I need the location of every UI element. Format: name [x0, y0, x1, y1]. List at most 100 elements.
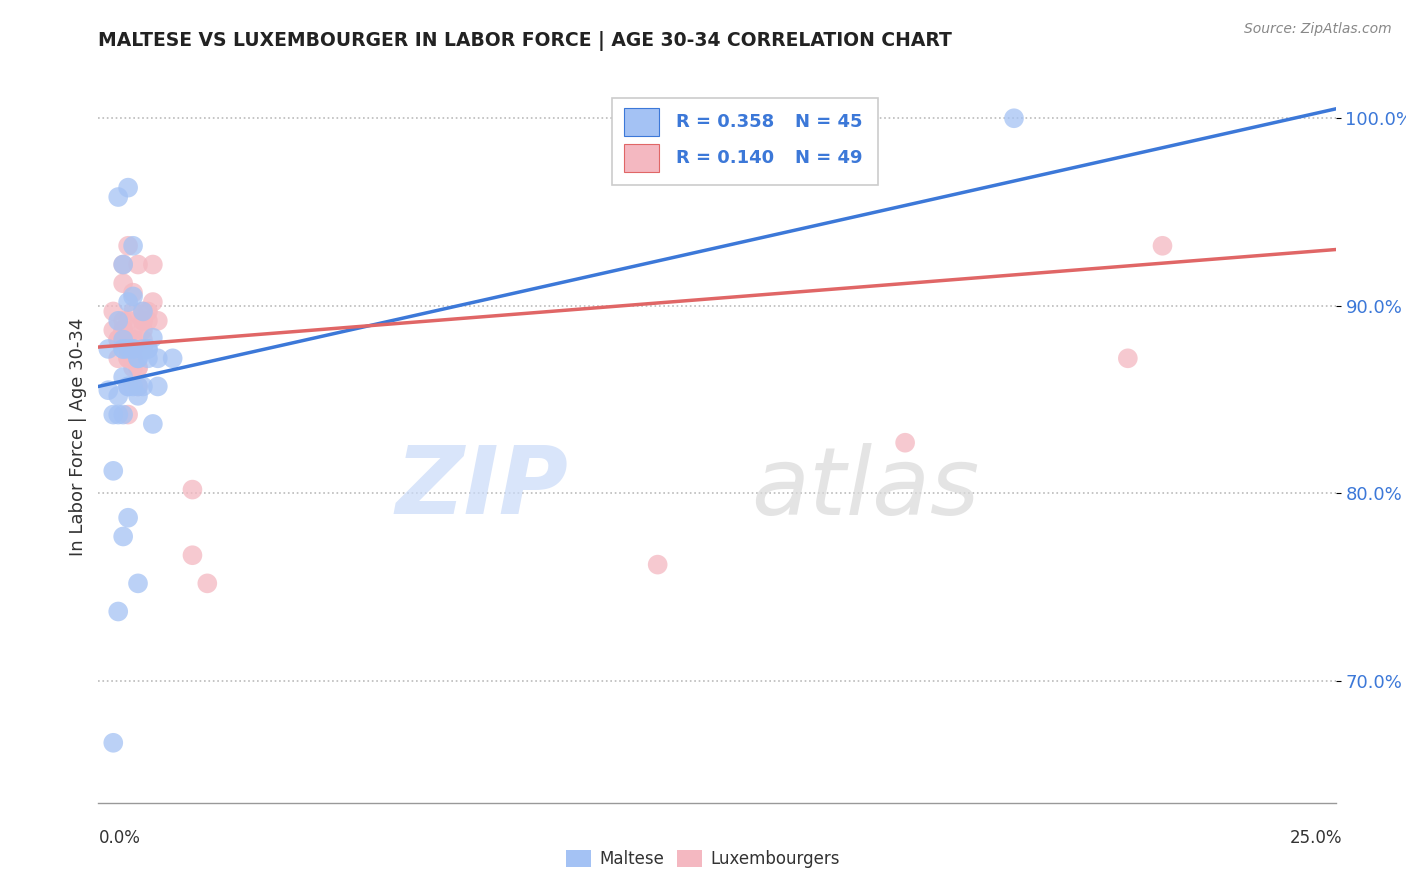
Point — [127, 389, 149, 403]
Point — [117, 295, 139, 310]
Point — [122, 379, 145, 393]
Point — [112, 258, 135, 272]
Point — [142, 258, 165, 272]
Point — [112, 314, 135, 328]
Point — [136, 351, 159, 366]
Point — [112, 323, 135, 337]
Point — [132, 314, 155, 328]
Point — [117, 333, 139, 347]
Y-axis label: In Labor Force | Age 30-34: In Labor Force | Age 30-34 — [69, 318, 87, 557]
Point — [107, 605, 129, 619]
Point — [112, 258, 135, 272]
Point — [107, 351, 129, 366]
Point — [117, 180, 139, 194]
Point — [117, 408, 139, 422]
Point — [112, 277, 135, 291]
Point — [122, 342, 145, 356]
Text: 0.0%: 0.0% — [98, 829, 141, 847]
Point — [136, 342, 159, 356]
Point — [127, 258, 149, 272]
Point — [107, 333, 129, 347]
Text: R = 0.358: R = 0.358 — [676, 112, 775, 131]
Point — [112, 342, 135, 356]
Point — [127, 351, 149, 366]
Point — [122, 285, 145, 300]
Point — [127, 379, 149, 393]
Point — [127, 576, 149, 591]
Text: N = 45: N = 45 — [794, 112, 862, 131]
Point — [122, 333, 145, 347]
Text: Source: ZipAtlas.com: Source: ZipAtlas.com — [1244, 22, 1392, 37]
Point — [122, 239, 145, 253]
Point — [132, 304, 155, 318]
Point — [122, 323, 145, 337]
Point — [117, 351, 139, 366]
Point — [122, 342, 145, 356]
Point — [122, 333, 145, 347]
Point — [127, 351, 149, 366]
Point — [103, 323, 125, 337]
Point — [122, 304, 145, 318]
Point — [132, 333, 155, 347]
Point — [127, 360, 149, 375]
Point — [132, 323, 155, 337]
Point — [132, 379, 155, 393]
Point — [647, 558, 669, 572]
Point — [112, 333, 135, 347]
FancyBboxPatch shape — [612, 98, 877, 185]
Point — [122, 342, 145, 356]
Text: MALTESE VS LUXEMBOURGER IN LABOR FORCE | AGE 30-34 CORRELATION CHART: MALTESE VS LUXEMBOURGER IN LABOR FORCE |… — [98, 31, 952, 51]
Point — [146, 351, 169, 366]
Text: N = 49: N = 49 — [794, 149, 862, 167]
Point — [97, 342, 120, 356]
FancyBboxPatch shape — [624, 144, 659, 171]
Point — [142, 295, 165, 310]
Point — [112, 370, 135, 384]
Point — [1002, 112, 1025, 126]
Point — [117, 239, 139, 253]
Point — [132, 342, 155, 356]
Point — [136, 304, 159, 318]
Point — [103, 304, 125, 318]
Point — [112, 529, 135, 543]
Point — [195, 576, 218, 591]
Point — [112, 333, 135, 347]
Point — [181, 483, 204, 497]
Point — [112, 323, 135, 337]
Point — [122, 289, 145, 303]
Legend: Maltese, Luxembourgers: Maltese, Luxembourgers — [560, 843, 846, 875]
Point — [117, 342, 139, 356]
Text: 25.0%: 25.0% — [1291, 829, 1343, 847]
Point — [142, 331, 165, 345]
Point — [1152, 239, 1174, 253]
Point — [117, 379, 139, 393]
Point — [146, 379, 169, 393]
Point — [894, 435, 917, 450]
Point — [107, 389, 129, 403]
Point — [97, 383, 120, 397]
Point — [107, 314, 129, 328]
Point — [132, 342, 155, 356]
Text: ZIP: ZIP — [395, 442, 568, 534]
Point — [107, 333, 129, 347]
Point — [103, 736, 125, 750]
FancyBboxPatch shape — [624, 108, 659, 136]
Point — [103, 464, 125, 478]
Point — [122, 351, 145, 366]
Point — [107, 408, 129, 422]
Point — [122, 360, 145, 375]
Point — [132, 304, 155, 318]
Point — [132, 314, 155, 328]
Point — [117, 351, 139, 366]
Text: R = 0.140: R = 0.140 — [676, 149, 775, 167]
Point — [162, 351, 184, 366]
Point — [122, 342, 145, 356]
Point — [136, 314, 159, 328]
Point — [142, 417, 165, 431]
Point — [103, 408, 125, 422]
Point — [127, 379, 149, 393]
Point — [127, 360, 149, 375]
Text: atlas: atlas — [751, 442, 980, 533]
Point — [117, 342, 139, 356]
Point — [112, 342, 135, 356]
